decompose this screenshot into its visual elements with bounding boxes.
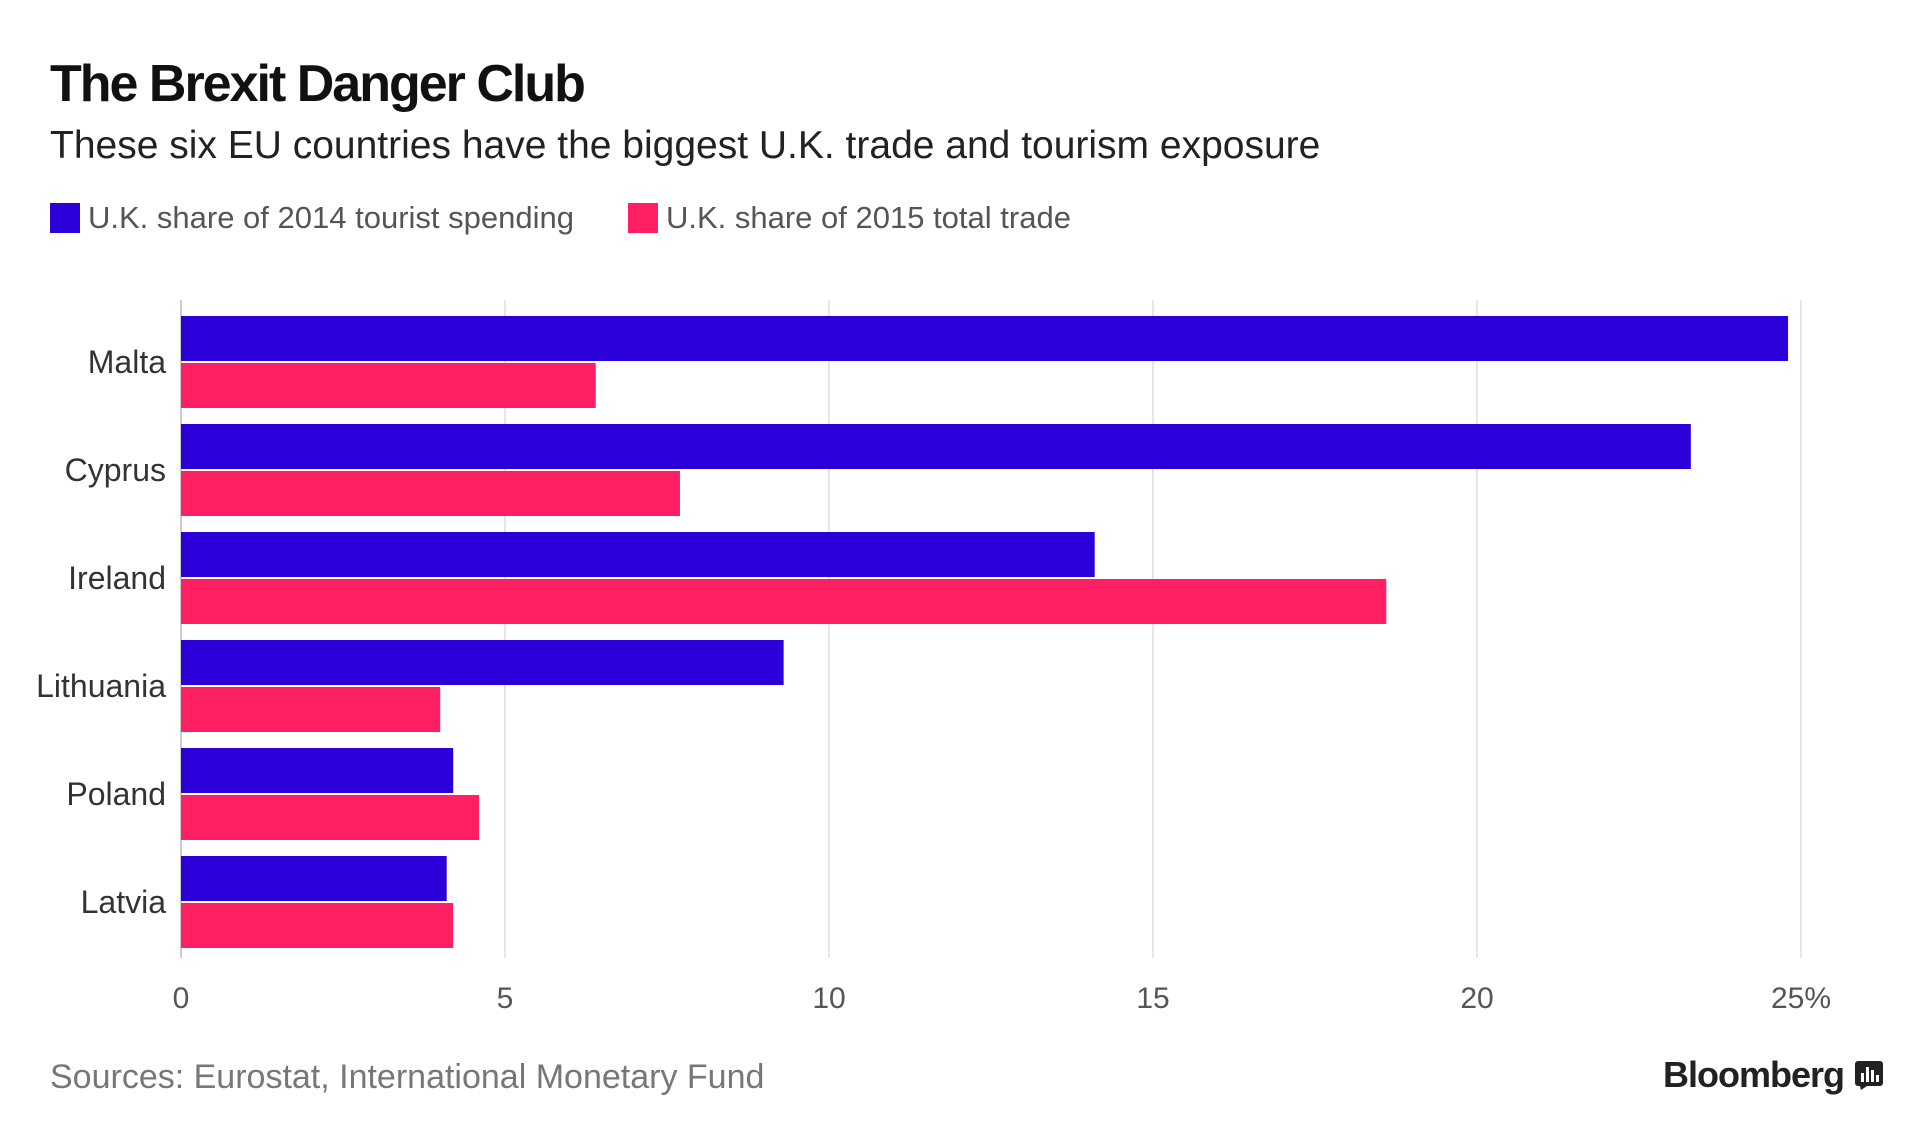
chart-title: The Brexit Danger Club <box>50 55 586 113</box>
legend-swatch-trade <box>627 203 658 233</box>
brand: Bloomberg <box>1663 1054 1884 1096</box>
bar-tourism <box>181 748 454 793</box>
bar-trade <box>181 903 454 948</box>
legend-swatch-tourism <box>50 203 80 233</box>
bar-tourism <box>181 640 784 685</box>
x-tick-label: 25% <box>1771 982 1831 1015</box>
category-label: Latvia <box>81 884 167 920</box>
legend-item-tourism: U.K. share of 2014 tourist spending <box>50 200 574 236</box>
legend-label-trade: U.K. share of 2015 total trade <box>665 200 1071 235</box>
brand-name: Bloomberg <box>1662 1054 1845 1095</box>
bar-tourism <box>181 532 1095 577</box>
category-label: Ireland <box>68 560 166 596</box>
legend-label-tourism: U.K. share of 2014 tourist spending <box>88 200 574 235</box>
x-tick-label: 15 <box>1136 982 1169 1015</box>
chart-subtitle: These six EU countries have the biggest … <box>50 124 1321 167</box>
legend-item-trade: U.K. share of 2015 total trade <box>627 200 1071 236</box>
bar-tourism <box>181 424 1691 469</box>
x-tick-label: 0 <box>173 982 190 1015</box>
bar-trade <box>181 363 596 408</box>
x-tick-label: 5 <box>497 982 514 1015</box>
bar-trade <box>181 471 680 516</box>
bar-trade <box>181 687 441 732</box>
bar-trade <box>181 579 1387 624</box>
category-label: Poland <box>66 776 166 812</box>
category-label: Lithuania <box>36 668 166 704</box>
x-tick-label: 10 <box>812 982 845 1015</box>
legend: U.K. share of 2014 tourist spending U.K.… <box>50 198 1125 238</box>
source-note: Sources: Eurostat, International Monetar… <box>50 1058 765 1096</box>
bloomberg-logo-icon <box>1855 1061 1883 1090</box>
category-label: Cyprus <box>65 452 166 488</box>
bar-trade <box>181 795 480 840</box>
bar-tourism <box>181 856 447 901</box>
x-tick-label: 20 <box>1460 982 1493 1015</box>
category-label: Malta <box>88 344 166 380</box>
bar-tourism <box>181 316 1789 361</box>
